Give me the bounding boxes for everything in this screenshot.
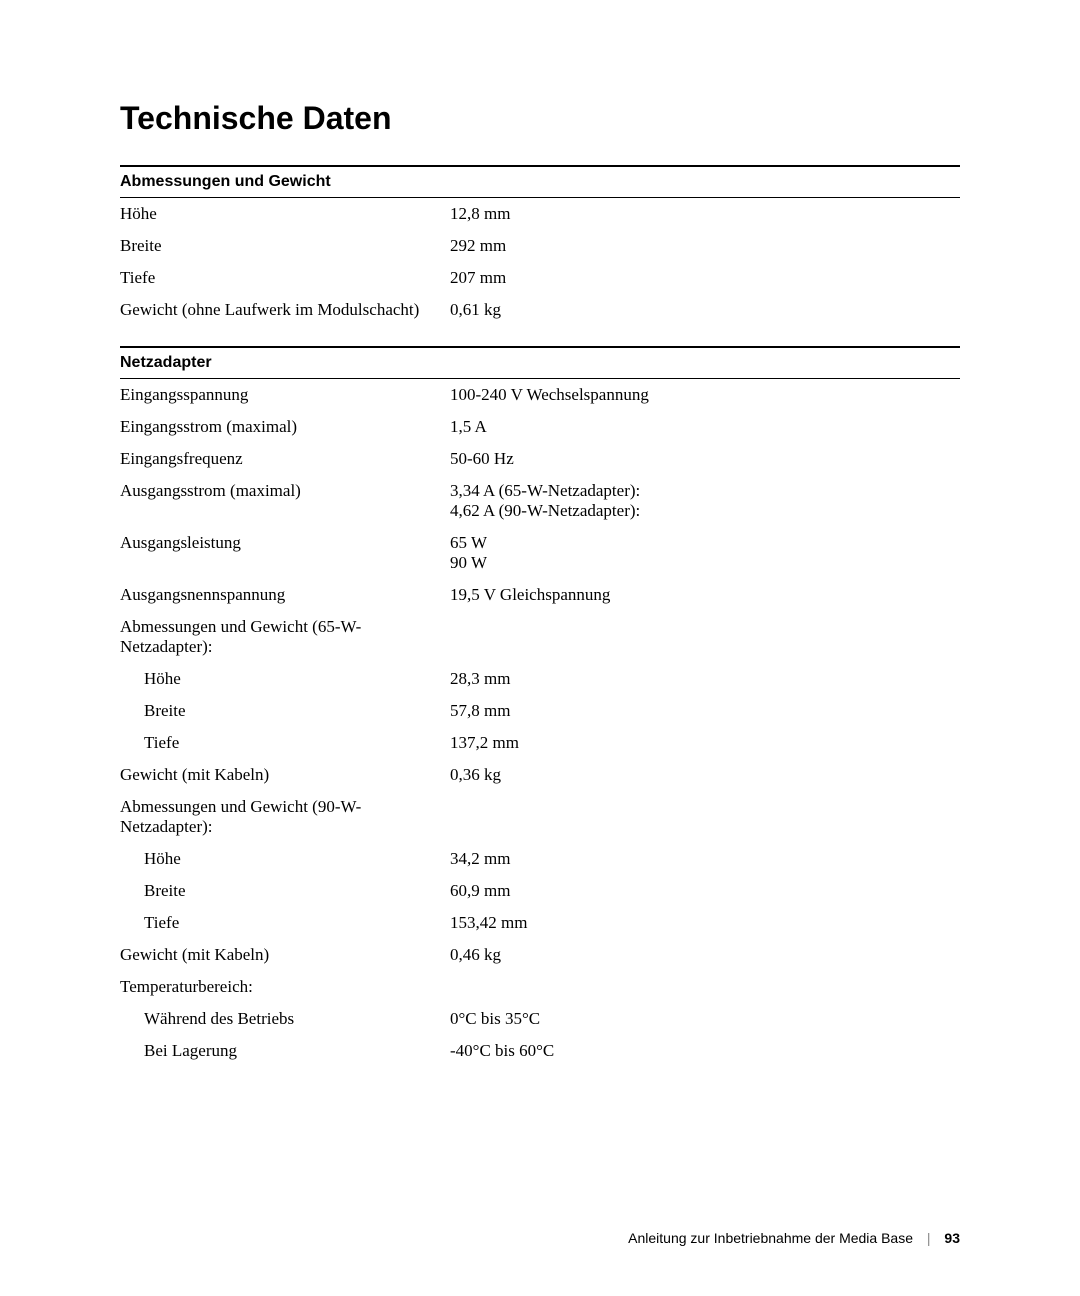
spec-value-line: 90 W: [450, 553, 960, 573]
spec-value: 34,2 mm: [450, 849, 960, 869]
spec-row: Abmessungen und Gewicht (90-W-Netzadapte…: [120, 791, 960, 843]
spec-row: Tiefe153,42 mm: [120, 907, 960, 939]
spec-label: Breite: [120, 701, 450, 721]
spec-sections: Abmessungen und GewichtHöhe12,8 mmBreite…: [120, 165, 960, 1067]
spec-label: Höhe: [120, 849, 450, 869]
spec-row: Breite292 mm: [120, 230, 960, 262]
spec-row: Höhe34,2 mm: [120, 843, 960, 875]
spec-value: 0,46 kg: [450, 945, 960, 965]
spec-label: Gewicht (mit Kabeln): [120, 765, 450, 785]
spec-value: 0,61 kg: [450, 300, 960, 320]
spec-row: Abmessungen und Gewicht (65-W-Netzadapte…: [120, 611, 960, 663]
spec-section: Abmessungen und GewichtHöhe12,8 mmBreite…: [120, 165, 960, 326]
spec-row: Gewicht (ohne Laufwerk im Modulschacht)0…: [120, 294, 960, 326]
footer-separator: |: [927, 1230, 931, 1246]
spec-row: Ausgangsnennspannung19,5 V Gleichspannun…: [120, 579, 960, 611]
section-header: Netzadapter: [120, 346, 960, 379]
spec-label: Breite: [120, 881, 450, 901]
spec-label: Eingangsstrom (maximal): [120, 417, 450, 437]
spec-value: 50-60 Hz: [450, 449, 960, 469]
spec-label: Eingangsspannung: [120, 385, 450, 405]
spec-label: Höhe: [120, 669, 450, 689]
spec-value-line: 65 W: [450, 533, 960, 553]
spec-label: Ausgangsleistung: [120, 533, 450, 573]
spec-value: 57,8 mm: [450, 701, 960, 721]
spec-label: Temperaturbereich:: [120, 977, 450, 997]
spec-value: 28,3 mm: [450, 669, 960, 689]
spec-row: Höhe12,8 mm: [120, 198, 960, 230]
spec-label: Tiefe: [120, 733, 450, 753]
spec-value: 100-240 V Wechselspannung: [450, 385, 960, 405]
spec-value-line: 3,34 A (65-W-Netzadapter):: [450, 481, 960, 501]
spec-row: Breite57,8 mm: [120, 695, 960, 727]
spec-label: Breite: [120, 236, 450, 256]
spec-value: [450, 797, 960, 837]
spec-row: Temperaturbereich:: [120, 971, 960, 1003]
spec-label: Ausgangsnennspannung: [120, 585, 450, 605]
spec-row: Breite60,9 mm: [120, 875, 960, 907]
spec-value: 19,5 V Gleichspannung: [450, 585, 960, 605]
spec-label: Eingangsfrequenz: [120, 449, 450, 469]
spec-label: Höhe: [120, 204, 450, 224]
spec-value: 12,8 mm: [450, 204, 960, 224]
spec-value: -40°C bis 60°C: [450, 1041, 960, 1061]
spec-label: Abmessungen und Gewicht (65-W-Netzadapte…: [120, 617, 450, 657]
spec-value: 3,34 A (65-W-Netzadapter):4,62 A (90-W-N…: [450, 481, 960, 521]
page-footer: Anleitung zur Inbetriebnahme der Media B…: [628, 1230, 960, 1246]
spec-value: 1,5 A: [450, 417, 960, 437]
spec-value-line: 4,62 A (90-W-Netzadapter):: [450, 501, 960, 521]
spec-value: 60,9 mm: [450, 881, 960, 901]
spec-value: 292 mm: [450, 236, 960, 256]
spec-label: Tiefe: [120, 268, 450, 288]
spec-value: 207 mm: [450, 268, 960, 288]
spec-label: Abmessungen und Gewicht (90-W-Netzadapte…: [120, 797, 450, 837]
section-header: Abmessungen und Gewicht: [120, 165, 960, 198]
spec-value: 137,2 mm: [450, 733, 960, 753]
spec-row: Gewicht (mit Kabeln)0,46 kg: [120, 939, 960, 971]
spec-label: Ausgangsstrom (maximal): [120, 481, 450, 521]
spec-row: Tiefe137,2 mm: [120, 727, 960, 759]
spec-row: Höhe28,3 mm: [120, 663, 960, 695]
spec-row: Eingangsfrequenz50-60 Hz: [120, 443, 960, 475]
spec-row: Tiefe207 mm: [120, 262, 960, 294]
spec-row: Eingangsstrom (maximal)1,5 A: [120, 411, 960, 443]
footer-text: Anleitung zur Inbetriebnahme der Media B…: [628, 1230, 913, 1246]
spec-value: [450, 977, 960, 997]
spec-row: Ausgangsleistung65 W90 W: [120, 527, 960, 579]
spec-row: Bei Lagerung-40°C bis 60°C: [120, 1035, 960, 1067]
spec-row: Gewicht (mit Kabeln)0,36 kg: [120, 759, 960, 791]
spec-label: Gewicht (ohne Laufwerk im Modulschacht): [120, 300, 450, 320]
spec-row: Während des Betriebs0°C bis 35°C: [120, 1003, 960, 1035]
spec-row: Ausgangsstrom (maximal)3,34 A (65-W-Netz…: [120, 475, 960, 527]
spec-label: Gewicht (mit Kabeln): [120, 945, 450, 965]
page-title: Technische Daten: [120, 100, 960, 137]
spec-row: Eingangsspannung100-240 V Wechselspannun…: [120, 379, 960, 411]
spec-label: Bei Lagerung: [120, 1041, 450, 1061]
spec-section: NetzadapterEingangsspannung100-240 V Wec…: [120, 346, 960, 1067]
spec-value: 0,36 kg: [450, 765, 960, 785]
spec-value: 0°C bis 35°C: [450, 1009, 960, 1029]
spec-value: 65 W90 W: [450, 533, 960, 573]
spec-label: Tiefe: [120, 913, 450, 933]
spec-value: 153,42 mm: [450, 913, 960, 933]
spec-value: [450, 617, 960, 657]
footer-page-number: 93: [944, 1230, 960, 1246]
spec-label: Während des Betriebs: [120, 1009, 450, 1029]
